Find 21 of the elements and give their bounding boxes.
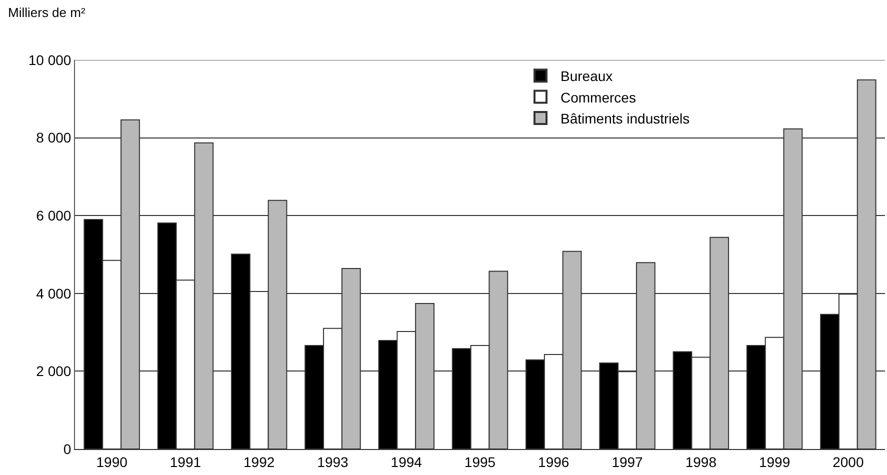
- x-tick-label: 1999: [758, 454, 790, 470]
- legend-label: Bureaux: [560, 68, 613, 84]
- x-tick-label: 1996: [538, 454, 570, 470]
- legend-label: Bâtiments industriels: [560, 110, 690, 126]
- x-tick-label: 1990: [96, 454, 128, 470]
- y-tick-label: 8 000: [36, 130, 72, 146]
- x-tick-label: 1994: [390, 454, 422, 470]
- x-tick-label: 1997: [612, 454, 644, 470]
- y-tick-label: 0: [63, 440, 72, 457]
- x-tick-label: 2000: [832, 454, 864, 470]
- y-axis-title: Milliers de m²: [8, 5, 86, 20]
- x-tick-label: 1998: [685, 454, 717, 470]
- x-tick-label: 1991: [170, 454, 202, 470]
- y-tick-label: 10 000: [28, 52, 72, 68]
- x-tick-label: 1993: [317, 454, 349, 470]
- x-tick-label: 1992: [244, 454, 275, 470]
- legend-label: Commerces: [560, 89, 636, 106]
- x-tick-label: 1995: [464, 454, 496, 470]
- y-tick-label: 2 000: [36, 363, 72, 380]
- y-tick-label: 4 000: [36, 285, 72, 302]
- y-tick-label: 6 000: [36, 208, 72, 224]
